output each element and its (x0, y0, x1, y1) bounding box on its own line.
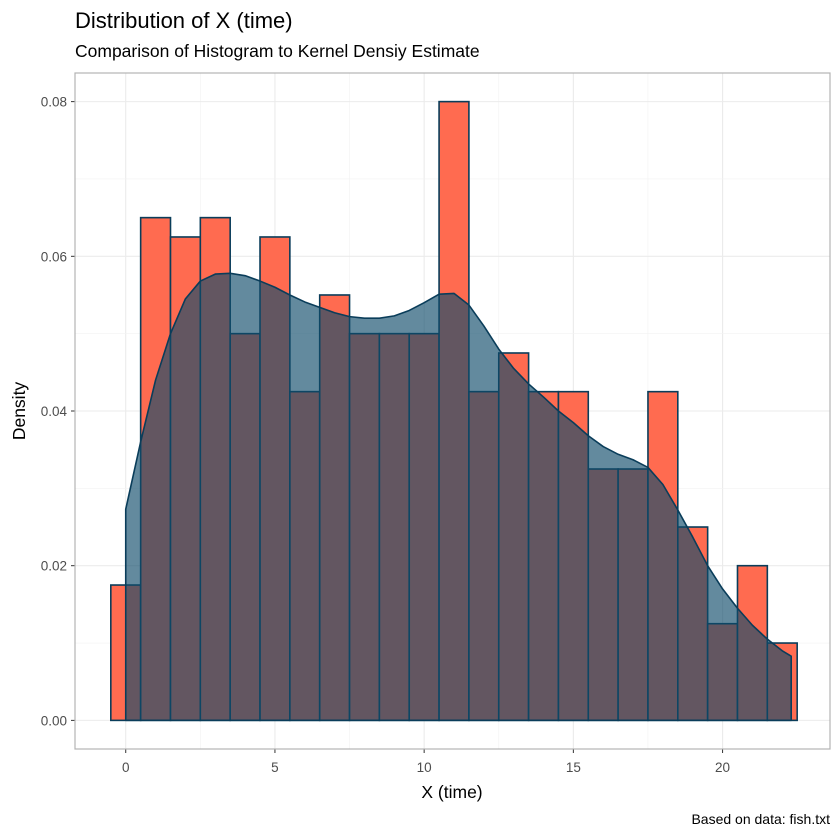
axis-ticks: 0 5 10 15 20 0.00 0.02 0.04 0.06 0.08 (41, 95, 730, 775)
chart-subtitle: Comparison of Histogram to Kernel Densiy… (75, 41, 480, 61)
x-tick-label: 15 (566, 760, 581, 775)
x-tick-label: 10 (417, 760, 432, 775)
y-tick-label: 0.06 (41, 249, 67, 264)
caption: Based on data: fish.txt (691, 811, 830, 827)
kde-density-area (124, 272, 793, 722)
x-axis-title: X (time) (421, 782, 482, 802)
x-tick-label: 20 (715, 760, 730, 775)
x-tick-label: 0 (122, 760, 130, 775)
chart-title: Distribution of X (time) (75, 8, 293, 33)
y-tick-label: 0.02 (41, 559, 67, 574)
x-tick-label: 5 (271, 760, 279, 775)
y-tick-label: 0.04 (41, 404, 68, 419)
y-axis-title: Density (9, 382, 29, 441)
plot-border (74, 72, 831, 750)
y-tick-label: 0.00 (41, 713, 67, 728)
y-tick-label: 0.08 (41, 95, 67, 110)
